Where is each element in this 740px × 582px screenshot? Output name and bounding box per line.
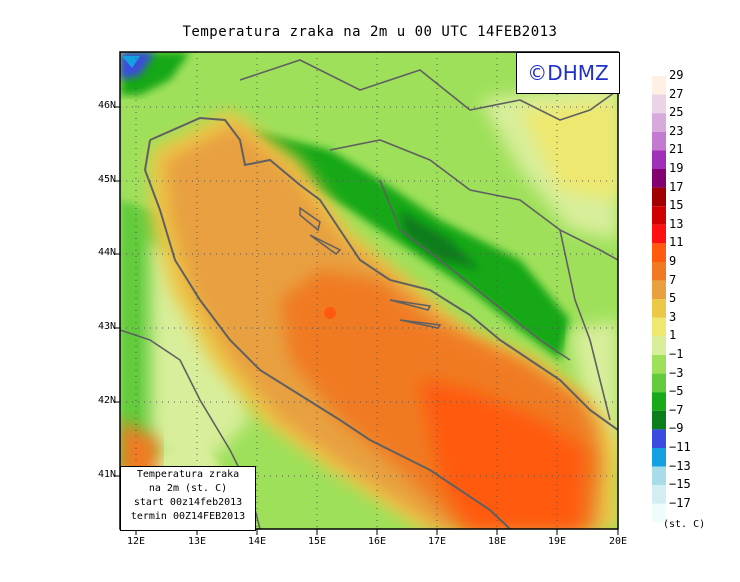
colorbar-label: 23 <box>669 123 684 138</box>
x-tick-label: 13E <box>187 536 207 547</box>
colorbar-label: 5 <box>669 291 677 306</box>
colorbar-label: 9 <box>669 254 677 268</box>
colorbar-swatch <box>652 299 666 318</box>
colorbar-swatch <box>652 503 666 523</box>
colorbar-swatch <box>652 448 666 467</box>
colorbar-swatch <box>652 280 666 300</box>
y-tick-label: 42N <box>97 395 116 406</box>
colorbar-swatch <box>652 373 666 393</box>
colorbar-swatch <box>652 169 666 188</box>
temperature-field <box>120 52 618 529</box>
info-line-1: Temperatura zraka <box>136 469 240 480</box>
colorbar-label: 15 <box>669 198 684 213</box>
colorbar-swatch <box>652 187 666 207</box>
colorbar-swatch <box>652 224 666 244</box>
colorbar-label: −7 <box>669 402 684 417</box>
colorbar-swatch <box>652 485 666 504</box>
colorbar-swatch <box>652 76 666 95</box>
info-line-3: start 00z14feb2013 <box>133 497 243 508</box>
x-tick-label: 15E <box>307 536 327 547</box>
colorbar-label: −11 <box>669 440 691 454</box>
colorbar-swatch <box>652 392 666 411</box>
map-frame <box>119 51 619 530</box>
colorbar-swatch <box>652 262 666 281</box>
x-tick-label: 17E <box>427 536 447 547</box>
colorbar-label: −13 <box>669 458 691 473</box>
colorbar-label: 13 <box>669 216 684 231</box>
colorbar-label: −3 <box>669 365 684 380</box>
colorbar-label: −1 <box>669 347 684 361</box>
x-tick-label: 12E <box>126 536 146 547</box>
colorbar-label: 1 <box>669 328 677 343</box>
colorbar-label: 7 <box>669 272 677 287</box>
grid-lines <box>120 52 618 529</box>
colorbar-swatch <box>652 131 666 151</box>
x-tick-label: 18E <box>487 536 507 547</box>
colorbar-label: 17 <box>669 179 684 194</box>
colorbar-label: 27 <box>669 86 684 101</box>
x-tick-label: 16E <box>367 536 387 547</box>
y-tick-label: 45N <box>97 174 116 185</box>
colorbar-swatch <box>652 113 666 132</box>
colorbar-swatch <box>652 206 666 225</box>
colorbar-label: −15 <box>669 477 691 492</box>
map-title: Temperatura zraka na 2m u 00 UTC 14FEB20… <box>182 24 558 40</box>
colorbar-swatch <box>652 336 666 355</box>
x-tick-label: 20E <box>608 536 628 547</box>
colorbar-label: 21 <box>669 142 684 157</box>
colorbar-swatch <box>652 410 666 430</box>
info-line-4: termin 00Z14FEB2013 <box>130 511 246 522</box>
map-info-box: Temperatura zraka na 2m (st. C) start 00… <box>120 466 256 531</box>
info-line-2: na 2m (st. C) <box>148 483 228 494</box>
colorbar-swatch <box>652 94 666 114</box>
colorbar-swatch <box>652 150 666 169</box>
colorbar-label: 19 <box>669 161 684 175</box>
colorbar-swatch <box>652 429 666 448</box>
colorbar-label: −17 <box>669 495 691 510</box>
colorbar-swatch <box>652 243 666 262</box>
y-tick-label: 44N <box>97 247 116 258</box>
colorbar-label: 29 <box>669 68 684 82</box>
colorbar-label: −5 <box>669 384 684 399</box>
colorbar-label: −9 <box>669 421 684 436</box>
y-tick-label: 43N <box>97 321 116 332</box>
colorbar-swatch <box>652 317 666 337</box>
colorbar-label: 25 <box>669 105 684 120</box>
y-tick-label: 41N <box>97 469 116 480</box>
colorbar-label: 11 <box>669 235 684 250</box>
x-tick-label: 14E <box>247 536 267 547</box>
colorbar-swatch <box>652 355 666 374</box>
x-tick-label: 19E <box>547 536 567 547</box>
units-label: (st. C) <box>663 519 706 530</box>
y-tick-label: 46N <box>97 100 116 111</box>
copyright-label: ©DHMZ <box>516 52 620 94</box>
colorbar-label: 3 <box>669 309 677 324</box>
colorbar-swatch <box>652 466 666 486</box>
colorbar <box>652 76 666 523</box>
